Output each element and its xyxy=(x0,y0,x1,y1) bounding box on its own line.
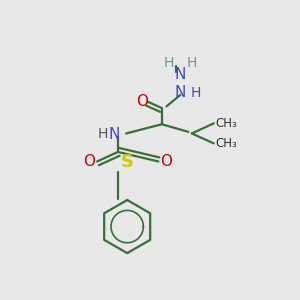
Text: H: H xyxy=(98,127,108,141)
Text: O: O xyxy=(136,94,148,109)
Text: H: H xyxy=(190,85,200,100)
Text: H: H xyxy=(164,56,174,70)
Text: CH₃: CH₃ xyxy=(215,117,237,130)
Text: O: O xyxy=(160,154,172,169)
Text: O: O xyxy=(83,154,95,169)
Text: CH₃: CH₃ xyxy=(215,137,237,150)
Text: N: N xyxy=(109,127,120,142)
Text: N: N xyxy=(175,67,186,82)
Text: S: S xyxy=(121,153,134,171)
Text: N: N xyxy=(175,85,186,100)
Text: H: H xyxy=(187,56,197,70)
